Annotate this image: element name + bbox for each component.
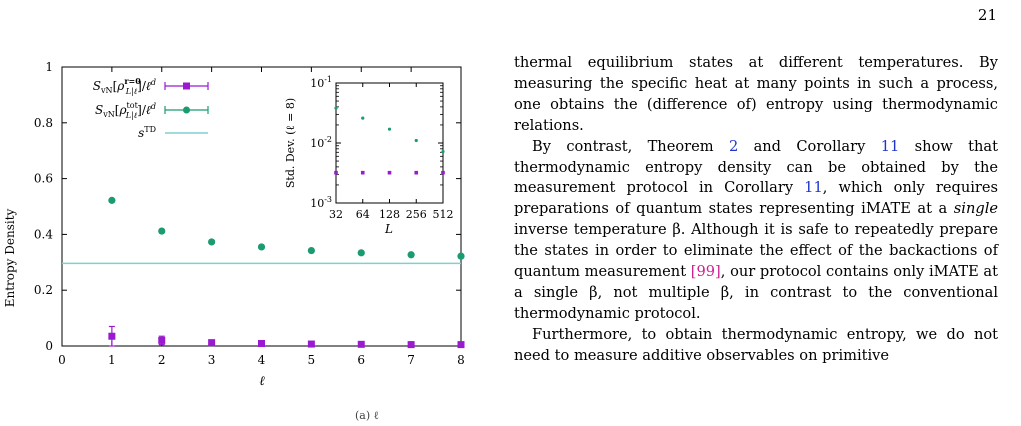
p2-emphasis: single xyxy=(953,200,998,218)
inset-x-tick-label: 128 xyxy=(379,208,400,221)
data-point-circle xyxy=(208,238,216,246)
x-tick-label: 5 xyxy=(308,353,316,367)
data-point-square xyxy=(258,339,265,347)
inset-point-square xyxy=(441,170,445,175)
y-tick-label: 0.2 xyxy=(34,283,53,297)
inset-x-tick-label: 32 xyxy=(329,208,343,221)
p2-text-f: , our protocol contains only iMATE at a … xyxy=(514,263,998,322)
x-tick-label: 0 xyxy=(58,353,66,367)
inset-point-square xyxy=(360,170,365,175)
theorem-link[interactable]: 2 xyxy=(728,137,739,155)
inset-x-axis-label: L xyxy=(384,222,393,236)
citation-link[interactable]: [99] xyxy=(690,263,721,281)
figure-caption-fragment: (a) ℓ xyxy=(355,409,379,422)
data-point-circle xyxy=(108,196,116,204)
legend-label-purple: SvN[ρr=0 L|ℓ]/ℓd xyxy=(93,76,156,96)
inset-y-axis: 10-3 10-2 10-1 xyxy=(310,75,443,210)
corollary-link-2[interactable]: 11 xyxy=(804,179,823,197)
data-point-square xyxy=(208,339,216,347)
y-tick-label: 0.6 xyxy=(34,172,53,186)
legend-key-purple xyxy=(164,82,209,90)
paragraph-2: By contrast, Theorem 2 and Corollary 11 … xyxy=(514,137,998,325)
x-tick-label: 1 xyxy=(108,353,116,367)
y-tick-label: 0.4 xyxy=(34,227,53,241)
paragraph-3: Furthermore, to obtain thermodynamic ent… xyxy=(514,325,998,364)
y-tick-label: 0.8 xyxy=(34,116,53,130)
data-point-circle xyxy=(257,243,266,251)
paragraph-1: thermal equilibrium states at different … xyxy=(514,54,998,134)
inset-point-square xyxy=(387,170,392,175)
inset-plot: 32 64 128 256 512 10-3 10-2 10-1 L Std. Dev. (… xyxy=(284,75,454,236)
data-point-square xyxy=(357,340,365,348)
y-tick-label: 0 xyxy=(45,339,53,353)
legend-label-sTD: sTD xyxy=(138,125,156,140)
inset-point-square xyxy=(334,170,338,175)
body-text-column: thermal equilibrium states at different … xyxy=(514,53,998,367)
p2-text-e: inverse temperature β. Although it is sa… xyxy=(514,221,998,281)
main-y-axis: 0 0.2 0.4 0.6 0.8 1 xyxy=(34,60,461,353)
data-point-circle xyxy=(407,251,415,259)
data-point-circle xyxy=(457,252,465,260)
data-point-square xyxy=(457,341,465,349)
y-tick-label: 1 xyxy=(45,60,53,74)
p2-text-c: show that thermodynamic entropy density … xyxy=(514,137,998,197)
data-point-circle xyxy=(158,227,166,235)
entropy-density-figure: 0 1 2 3 4 5 6 7 8 0 0.2 0.4 0.6 0.8 1 ℓ Entropy Densi… xyxy=(0,55,490,422)
main-series xyxy=(62,196,465,349)
x-tick-label: 4 xyxy=(258,353,266,367)
corollary-link[interactable]: 11 xyxy=(880,137,900,155)
x-tick-label: 6 xyxy=(357,353,365,367)
x-tick-label: 7 xyxy=(407,353,415,367)
legend-label-green: SvN[ρtot L|ℓ]/ℓd xyxy=(95,101,156,120)
data-point-square xyxy=(407,341,415,349)
x-tick-label: 2 xyxy=(158,353,166,367)
inset-x-axis: 32 64 128 256 512 xyxy=(329,83,454,221)
inset-y-tick-label: 10-1 xyxy=(310,75,332,90)
inset-point-circle xyxy=(361,116,365,120)
inset-point-circle xyxy=(414,138,418,143)
x-tick-label: 8 xyxy=(457,353,465,367)
data-point-square xyxy=(108,332,116,340)
main-x-axis-label: ℓ xyxy=(259,374,265,389)
legend: SvN[ρr=0 L|ℓ]/ℓd SvN[ρtot L|ℓ]/ℓd sTD xyxy=(93,76,209,140)
main-y-axis-label: Entropy Density xyxy=(3,208,17,307)
p2-text-a: By contrast, Theorem xyxy=(532,137,729,155)
x-tick-label: 3 xyxy=(208,353,216,367)
legend-key-green xyxy=(164,106,209,114)
inset-point-circle xyxy=(334,106,338,110)
p2-text-d: , which only requires preparations of qu… xyxy=(514,179,998,218)
inset-x-tick-label: 512 xyxy=(433,208,454,221)
figure-canvas: 0 1 2 3 4 5 6 7 8 0 0.2 0.4 0.6 0.8 1 ℓ Entropy Densi… xyxy=(3,60,465,422)
inset-x-tick-label: 256 xyxy=(406,208,427,221)
inset-series xyxy=(334,106,445,175)
inset-point-circle xyxy=(387,127,392,131)
data-point-circle xyxy=(307,246,315,255)
inset-y-axis-label: Std. Dev. (ℓ = 8) xyxy=(284,98,297,188)
inset-x-tick-label: 64 xyxy=(356,208,370,221)
main-plot: 0 1 2 3 4 5 6 7 8 0 0.2 0.4 0.6 0.8 1 ℓ Entropy Densi… xyxy=(3,60,465,389)
data-point-square xyxy=(158,336,166,344)
inset-point-circle xyxy=(441,149,445,154)
data-point-square xyxy=(307,340,315,348)
p2-text-b: and Corollary xyxy=(738,137,881,155)
data-point-circle xyxy=(357,249,365,257)
inset-y-tick-label: 10-3 xyxy=(310,195,332,210)
inset-y-tick-label: 10-2 xyxy=(310,135,332,150)
inset-point-square xyxy=(414,170,419,175)
inset-plot-frame xyxy=(335,82,444,204)
page-number: 21 xyxy=(977,6,997,24)
